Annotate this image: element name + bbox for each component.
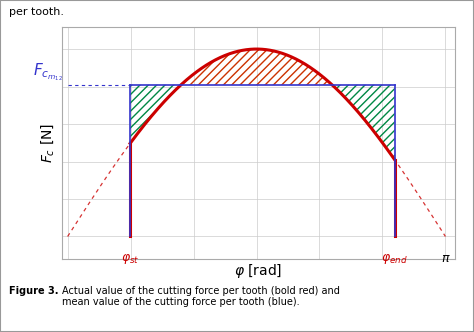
X-axis label: $\varphi$ [rad]: $\varphi$ [rad]: [234, 262, 283, 280]
Text: $\varphi_{st}$: $\varphi_{st}$: [121, 252, 139, 266]
Text: Actual value of the cutting force per tooth (bold red) and
mean value of the cut: Actual value of the cutting force per to…: [62, 286, 339, 307]
Text: Figure 3.: Figure 3.: [9, 286, 59, 295]
Text: $F_{c_{m_{12}}}$: $F_{c_{m_{12}}}$: [33, 61, 63, 83]
Text: per tooth.: per tooth.: [9, 7, 64, 17]
Text: $\varphi_{end}$: $\varphi_{end}$: [382, 252, 408, 266]
Text: $\pi$: $\pi$: [440, 252, 450, 265]
Y-axis label: $F_c$ [N]: $F_c$ [N]: [39, 123, 56, 163]
